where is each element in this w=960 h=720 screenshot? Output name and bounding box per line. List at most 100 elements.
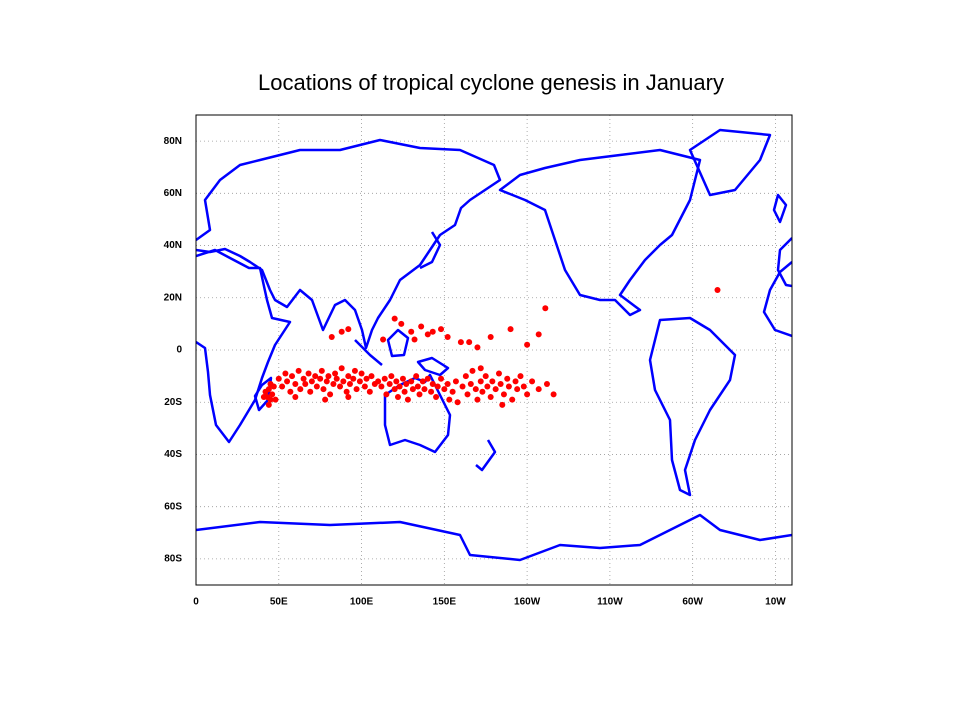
x-tick-label: 160W [514,597,541,608]
genesis-point [542,305,549,312]
genesis-point [322,396,329,403]
y-tick-label: 60N [164,188,182,199]
borneo [386,328,410,358]
genesis-point [308,378,315,385]
genesis-point [479,388,486,395]
genesis-point [265,401,272,408]
south-america [648,316,737,497]
genesis-point [333,375,340,382]
genesis-point [462,373,469,380]
genesis-point [328,333,335,340]
genesis-point [346,380,353,387]
genesis-point [297,386,304,393]
genesis-point [487,394,494,400]
genesis-point [535,386,542,393]
x-tick-label: 60W [682,597,703,608]
y-tick-label: 80N [164,136,182,147]
genesis-point [330,380,337,387]
y-tick-label: 0 [176,345,182,356]
genesis-point [318,367,325,374]
genesis-point [492,386,499,393]
genesis-point [295,367,302,374]
genesis-point [403,380,410,387]
genesis-point [466,339,473,346]
genesis-point [380,336,387,343]
genesis-point [408,328,415,335]
x-tick-label: 0 [193,597,199,608]
y-tick-label: 40N [164,240,182,251]
genesis-point [438,375,445,382]
genesis-point [438,326,445,333]
eurasia [196,138,502,350]
genesis-point [323,378,330,385]
genesis-point [338,365,345,372]
sumatra [354,339,383,366]
genesis-point [404,396,411,403]
genesis-point [500,391,507,398]
chart-title: Locations of tropical cyclone genesis in… [258,70,724,95]
genesis-point [302,380,309,387]
genesis-point [289,373,296,380]
genesis-point [307,388,314,395]
genesis-point [474,396,481,403]
genesis-point [409,386,416,393]
genesis-point [487,333,494,340]
genesis-point [361,383,368,390]
genesis-point [375,378,382,385]
genesis-point [332,370,339,377]
genesis-point [433,394,440,400]
genesis-point [312,373,319,380]
genesis-point [313,383,320,390]
genesis-point [429,380,436,387]
genesis-point [499,401,506,408]
genesis-point [305,370,312,377]
genesis-point [391,386,398,393]
genesis-point [381,375,388,382]
genesis-point [514,386,521,393]
genesis-point [535,331,542,338]
genesis-point [345,373,352,380]
genesis-point [413,373,420,380]
genesis-point [429,328,436,335]
genesis-point [300,375,307,382]
genesis-point [520,383,527,390]
genesis-point [424,331,431,338]
genesis-point [356,378,363,385]
genesis-point [529,378,536,385]
north-america [498,148,702,317]
y-tick-label: 40S [164,449,182,460]
genesis-point [260,394,267,400]
coastlines [196,128,792,562]
antarctica [196,513,792,562]
genesis-point [512,378,519,385]
genesis-point [507,326,514,333]
genesis-point [366,388,373,395]
y-tick-label: 20S [164,397,182,408]
genesis-point [338,328,345,335]
genesis-point [424,375,431,382]
genesis-point [434,383,441,390]
greenland [688,128,772,197]
genesis-point [459,383,466,390]
genesis-point [386,380,393,387]
genesis-point [482,373,489,380]
africa [196,248,292,444]
genesis-point [505,383,512,390]
y-tick-label: 80S [164,554,182,565]
genesis-point [345,394,352,400]
x-tick-label: 150E [433,597,457,608]
genesis-point [418,323,425,330]
genesis-point [353,386,360,393]
genesis-point [497,380,504,387]
genesis-point [509,396,516,403]
genesis-point [350,375,357,382]
genesis-point [292,394,299,400]
genesis-point [489,378,496,385]
genesis-point [524,391,531,398]
genesis-point [272,396,279,403]
genesis-point [441,386,448,393]
genesis-point [444,380,451,387]
genesis-point [517,373,524,380]
genesis-point [495,370,502,377]
